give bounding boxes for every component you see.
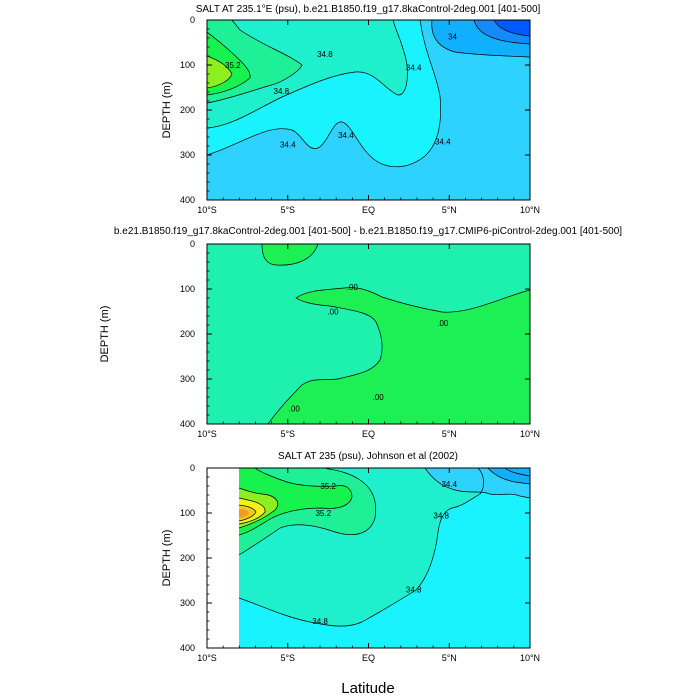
y-tick-label: 100 xyxy=(180,508,195,518)
contour-label: 34.8 xyxy=(317,50,333,59)
x-tick-label: EQ xyxy=(362,205,375,215)
contour-label: 34.4 xyxy=(435,138,451,147)
contour-34-8 xyxy=(207,20,408,129)
y-tick-label: 200 xyxy=(180,329,195,339)
contour-label: 35.2 xyxy=(320,482,336,491)
x-tick-label: 5°S xyxy=(280,429,295,439)
panel-3-y-axis: 0 100 200 300 400 xyxy=(180,463,530,653)
panel-3-contour-labels: 35.2 35.2 34.8 34.8 34.8 34.4 xyxy=(312,480,457,626)
contour-35-6 xyxy=(239,497,266,525)
y-tick-label: 400 xyxy=(180,195,195,205)
y-tick-label: 0 xyxy=(190,239,195,249)
contour-35-4 xyxy=(207,55,233,89)
panel-difference: b.e21.B1850.f19_g17.8kaControl-2deg.001 … xyxy=(99,226,622,439)
contour-zero-main xyxy=(267,287,530,424)
panel-1-x-axis: 10°S 5°S EQ 5°N 10°N xyxy=(197,20,540,215)
contour-zero-surface xyxy=(261,244,319,266)
panel-1-y-axis: 0 100 200 300 400 xyxy=(180,15,530,205)
fill-positive-region xyxy=(268,287,530,424)
x-tick-label: 10°N xyxy=(520,653,540,663)
panel-1-contours xyxy=(207,20,530,200)
contour-35-0 xyxy=(207,20,303,104)
panel-2-contour-labels: .00 .00 .00 .00 .00 xyxy=(289,283,449,414)
panel-2-y-axis: 0 100 200 300 400 xyxy=(180,239,530,429)
panel-1-title: SALT AT 235.1°E (psu), b.e21.B1850.f19_g… xyxy=(196,4,541,15)
y-tick-label: 400 xyxy=(180,419,195,429)
panel-3-x-axis: 10°S 5°S EQ 5°N 10°N xyxy=(197,468,540,663)
y-tick-label: 300 xyxy=(180,598,195,608)
contour-34-0 xyxy=(431,20,530,58)
x-tick-label: 10°N xyxy=(520,205,540,215)
contour-label: 34.8 xyxy=(312,617,328,626)
contour-35-2 xyxy=(207,31,251,96)
panel-model-salinity: SALT AT 235.1°E (psu), b.e21.B1850.f19_g… xyxy=(161,4,541,215)
contour-label: 34.8 xyxy=(274,87,290,96)
contour-33-6 xyxy=(504,468,530,477)
panel-observed-salinity: SALT AT 235 (psu), Johnson et al (2002) … xyxy=(161,451,540,697)
x-tick-label: 10°S xyxy=(197,205,217,215)
y-tick-label: 300 xyxy=(180,150,195,160)
contour-label: 34.4 xyxy=(441,480,457,489)
contour-label: 34 xyxy=(448,33,457,42)
fill-35-2-band xyxy=(239,468,352,535)
y-tick-label: 0 xyxy=(190,15,195,25)
x-tick-label: EQ xyxy=(362,653,375,663)
contour-label: 34.4 xyxy=(406,63,422,72)
panel-2-title: b.e21.B1850.f19_g17.8kaControl-2deg.001 … xyxy=(114,226,622,237)
contour-34-0 xyxy=(487,468,530,485)
y-tick-label: 100 xyxy=(180,284,195,294)
contour-35-4 xyxy=(239,487,279,529)
y-tick-label: 300 xyxy=(180,374,195,384)
panel-3-title: SALT AT 235 (psu), Johnson et al (2002) xyxy=(278,451,458,462)
x-tick-label: 5°S xyxy=(280,205,295,215)
x-tick-label: 5°N xyxy=(442,653,457,663)
fill-35-4-band xyxy=(207,56,232,88)
contour-label: 34.8 xyxy=(406,586,422,595)
contour-33-2 xyxy=(493,20,530,37)
contour-34-4 xyxy=(424,468,530,499)
y-tick-label: 200 xyxy=(180,105,195,115)
contour-label: 35.2 xyxy=(225,61,241,70)
contour-label: .00 xyxy=(373,393,385,402)
contour-34-4 xyxy=(207,20,441,168)
x-tick-label: 5°S xyxy=(280,653,295,663)
panel-3-contours xyxy=(239,468,530,648)
x-tick-label: 10°S xyxy=(197,429,217,439)
panel-3-y-axis-label: DEPTH (m) xyxy=(161,530,173,587)
panel-2-x-axis: 10°S 5°S EQ 5°N 10°N xyxy=(197,244,540,439)
y-tick-label: 400 xyxy=(180,643,195,653)
contour-33-6 xyxy=(473,20,530,45)
contour-label: 35.2 xyxy=(315,509,331,518)
panel-1-contour-labels: 35.2 34.8 34.8 34.4 34.4 34.4 34.4 34 xyxy=(225,33,457,150)
x-tick-label: 10°S xyxy=(197,653,217,663)
contour-label: .00 xyxy=(437,319,449,328)
panel-2-y-axis-label: DEPTH (m) xyxy=(99,306,111,363)
y-tick-label: 100 xyxy=(180,60,195,70)
x-tick-label: 5°N xyxy=(442,205,457,215)
panel-2-contours xyxy=(207,244,530,424)
contour-35-8 xyxy=(239,504,257,522)
contour-35-0 xyxy=(239,468,377,556)
y-tick-label: 0 xyxy=(190,463,195,473)
contour-35-2 xyxy=(239,468,353,536)
fill-32-8-band xyxy=(494,20,530,36)
fill-33-6-band xyxy=(488,468,530,484)
fill-36-0-band xyxy=(239,509,249,518)
x-tick-label: 5°N xyxy=(442,429,457,439)
x-tick-label: 10°N xyxy=(520,429,540,439)
contour-label: .00 xyxy=(289,404,301,413)
x-tick-label: EQ xyxy=(362,429,375,439)
contour-34-8 xyxy=(239,468,484,627)
contour-label: .00 xyxy=(327,308,339,317)
x-axis-label: Latitude xyxy=(341,680,394,697)
contour-label: 34.8 xyxy=(433,511,449,520)
panel-1-y-axis-label: DEPTH (m) xyxy=(161,82,173,139)
contour-label: 34.4 xyxy=(280,141,296,150)
contour-label: 34.4 xyxy=(338,131,354,140)
contour-label: .00 xyxy=(347,283,359,292)
y-tick-label: 200 xyxy=(180,553,195,563)
